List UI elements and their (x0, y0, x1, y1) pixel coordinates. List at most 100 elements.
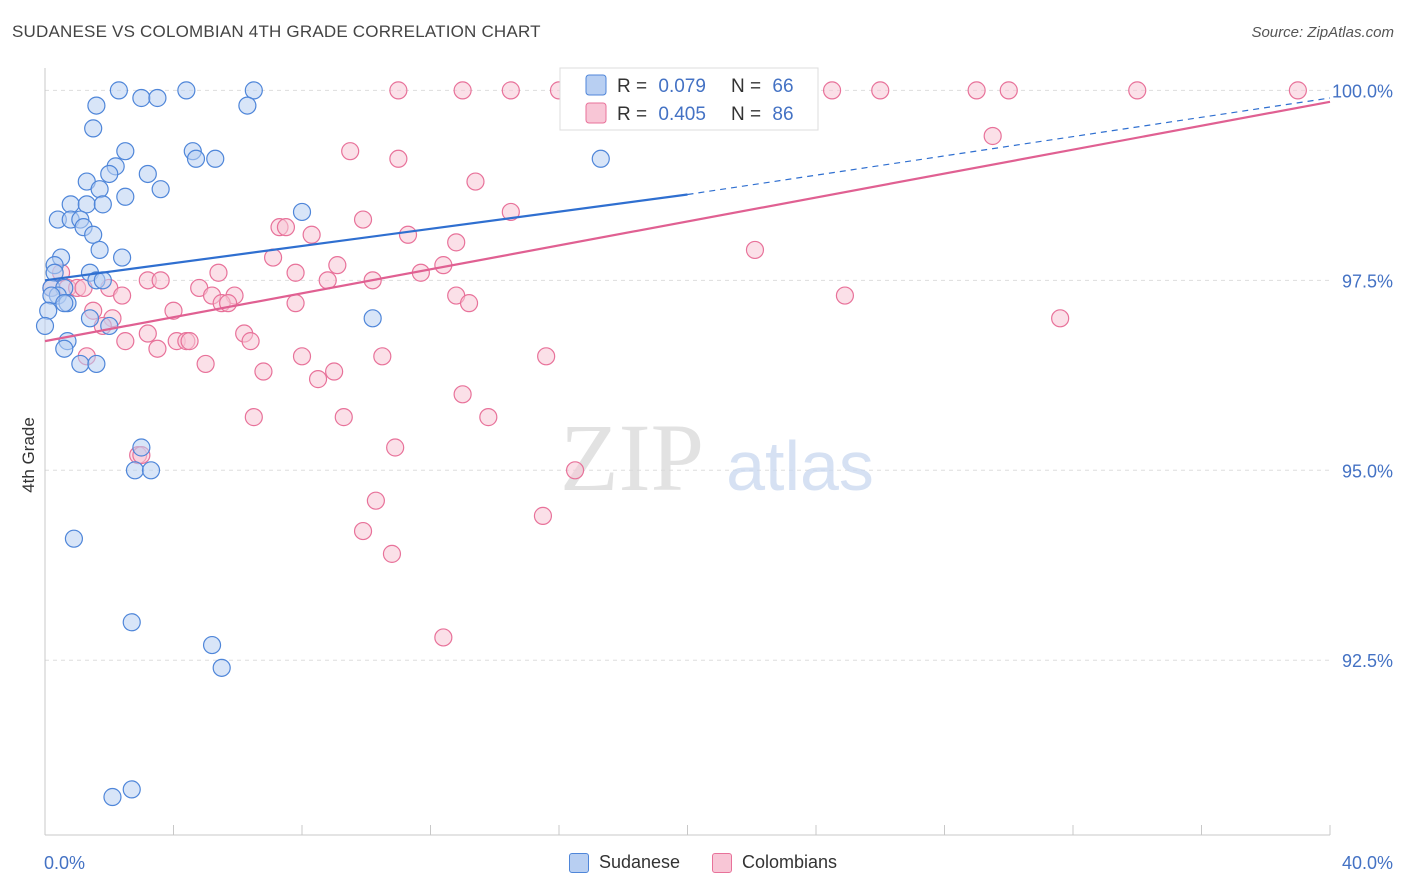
y-tick-label-3: 92.5% (1342, 651, 1393, 671)
colombians-point-79 (533, 506, 553, 525)
x-tick-label-0: 0.0% (44, 853, 85, 873)
legend-swatch-colombians-bottom (712, 852, 733, 873)
legend-label-sudanese: Sudanese (598, 852, 681, 872)
colombians-point-73 (479, 408, 498, 427)
tick-labels: 100.0% 97.5% 95.0% 92.5% 0.0% 40.0% (44, 81, 1393, 873)
legend-n-label-colombians: N = (731, 104, 761, 125)
legend-n-value-sudanese: 66 (772, 76, 793, 97)
sudanese-point-51 (87, 354, 106, 374)
grid-lines (45, 89, 1330, 661)
axes (44, 68, 1331, 836)
trend-lines (44, 97, 1331, 343)
series-legend: Sudanese Colombians (0, 852, 1406, 873)
colombians-point-80 (353, 521, 373, 541)
svg-text:R = 0.405: R = 0.405 (617, 104, 706, 125)
sudanese-point-10 (186, 149, 206, 168)
sudanese-point-19 (116, 187, 135, 206)
sudanese-point-6 (238, 96, 257, 115)
sudanese-point-58 (212, 658, 231, 677)
colombians-point-8 (999, 81, 1018, 100)
colombians-point-20 (398, 225, 418, 244)
colombians-point-15 (501, 202, 520, 222)
colombians-point-28 (209, 263, 228, 282)
colombians-point-22 (745, 240, 765, 260)
colombians-point-82 (434, 628, 453, 647)
sudanese-point-2 (244, 81, 263, 100)
colombians-point-24 (328, 256, 347, 275)
colombians-point-14 (466, 172, 485, 191)
legend-item-sudanese[interactable]: Sudanese (568, 852, 681, 873)
colombians-point-29 (286, 263, 305, 282)
y-axis-label: 4th Grade (19, 417, 38, 493)
sudanese-point-60 (103, 787, 122, 807)
sudanese-point-15 (138, 164, 157, 184)
colombians-trend-line (44, 100, 1331, 343)
colombians-point-47 (286, 294, 305, 313)
sudanese-point-49 (55, 339, 74, 358)
colombians-point-11 (983, 126, 1002, 146)
colombians-point-67 (254, 362, 273, 381)
colombians-point-1 (453, 81, 472, 100)
sudanese-point-52 (64, 529, 84, 548)
colombians-point-5 (822, 81, 842, 100)
sudanese-point-1 (177, 81, 196, 100)
legend-label-colombians: Colombians (742, 852, 838, 872)
stats-legend: R = 0.079 N = 66 R = 0.405 N = 86 (559, 67, 819, 131)
y-tick-label-2: 95.0% (1342, 461, 1393, 481)
colombians-point-7 (967, 81, 986, 100)
colombians-point-71 (244, 408, 263, 427)
colombians-point-40 (112, 286, 132, 305)
colombians-point-81 (382, 544, 402, 563)
sudanese-point-8 (116, 142, 135, 161)
colombians-point-10 (1288, 81, 1307, 100)
colombians-point-32 (151, 271, 170, 290)
colombians-point-13 (389, 149, 408, 168)
sudanese-point-5 (87, 96, 106, 115)
colombians-point-60 (180, 332, 199, 351)
colombians-point-52 (1051, 309, 1070, 328)
legend-n-label-sudanese: N = (731, 76, 761, 97)
colombians-point-61 (148, 339, 167, 358)
colombians-point-64 (373, 347, 392, 366)
colombians-point-72 (334, 408, 353, 427)
colombians-point-49 (164, 301, 183, 320)
colombians-point-0 (389, 81, 408, 100)
sudanese-point-54 (141, 461, 161, 480)
sudanese-point-20 (61, 195, 80, 214)
colombians-point-21 (447, 233, 466, 252)
colombians-point-54 (138, 324, 157, 343)
sudanese-point-55 (132, 438, 151, 457)
legend-swatch-colombians (585, 102, 607, 124)
colombians-point-16 (353, 210, 373, 229)
colombians-point-77 (565, 461, 585, 480)
sudanese-point-7 (84, 119, 103, 138)
legend-swatch-sudanese-bottom (568, 852, 589, 873)
colombians-point-63 (292, 347, 312, 366)
sudanese-point-56 (122, 613, 141, 632)
watermark-zip: ZIP (560, 404, 704, 511)
legend-item-colombians[interactable]: Colombians (712, 852, 837, 873)
chart-source: Source: ZipAtlas.com (1251, 24, 1394, 41)
sudanese-point-29 (90, 240, 109, 260)
colombians-point-70 (453, 385, 472, 404)
legend-swatch-sudanese (585, 74, 607, 96)
sudanese-trend-line (44, 193, 688, 282)
sudanese-point-28 (84, 225, 103, 244)
colombians-point-44 (835, 286, 855, 305)
colombians-point-48 (459, 294, 479, 313)
colombians-point-9 (1128, 81, 1147, 100)
sudanese-point-42 (55, 294, 74, 313)
colombians-point-74 (386, 438, 405, 457)
colombians-point-6 (871, 81, 890, 100)
colombians-point-66 (196, 354, 215, 374)
sudanese-point-23 (292, 202, 312, 222)
sudanese-point-14 (100, 164, 119, 184)
colombians-points (42, 81, 1307, 647)
colombians-point-68 (325, 362, 344, 381)
svg-text:R = 0.079: R = 0.079 (617, 76, 706, 97)
svg-text:N = 86: N = 86 (731, 104, 794, 125)
sudanese-point-18 (90, 180, 109, 199)
sudanese-point-3 (132, 88, 151, 108)
y-tick-label-0: 100.0% (1332, 81, 1393, 101)
